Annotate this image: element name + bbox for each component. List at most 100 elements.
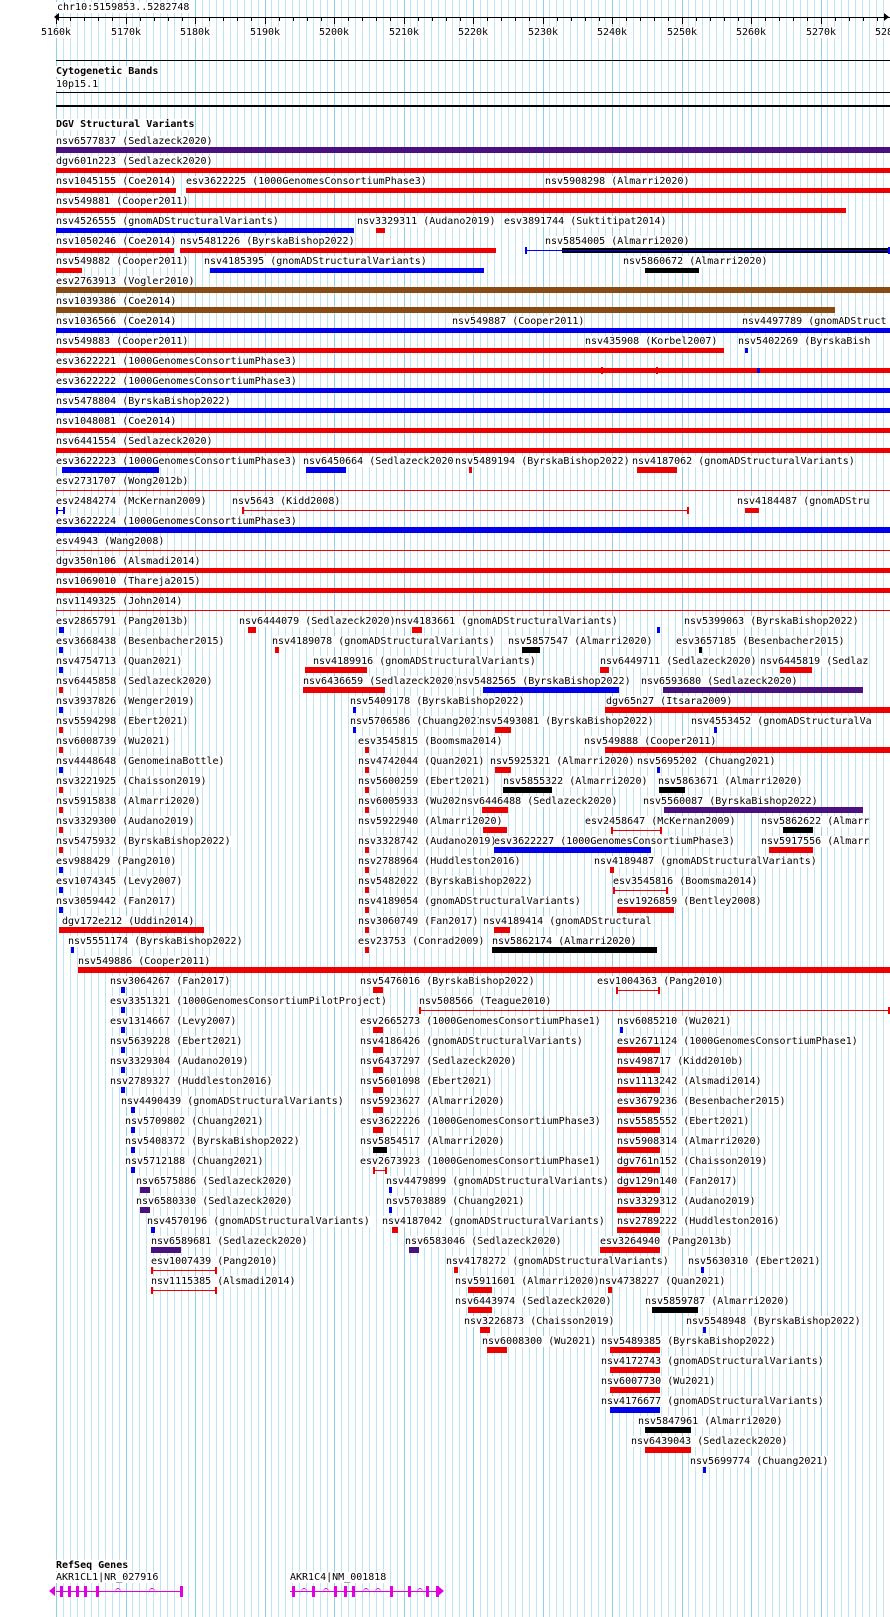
variant-bar[interactable] [71, 947, 74, 953]
variant-bar[interactable] [121, 1027, 125, 1033]
gene-exon[interactable] [68, 1586, 71, 1597]
variant-label[interactable]: nsv6449711 (Sedlazeck2020) [600, 656, 757, 667]
variant-bar[interactable] [605, 747, 890, 753]
variant-label[interactable]: nsv3221925 (Chaisson2019) [56, 776, 207, 787]
variant-label[interactable]: nsv1048081 (Coe2014) [56, 416, 177, 427]
variant-label[interactable]: nsv1045155 (Coe2014) [56, 176, 177, 187]
variant-label[interactable]: nsv2788964 (Huddleston2016) [358, 856, 521, 867]
variant-label[interactable]: nsv5560087 (ByrskaBishop2022) [643, 796, 818, 807]
variant-label[interactable]: nsv6583046 (Sedlazeck2020) [405, 1236, 562, 1247]
variant-bar[interactable] [617, 1167, 660, 1173]
variant-label[interactable]: nsv6446488 (Sedlazeck2020) [461, 796, 618, 807]
variant-label[interactable]: nsv6005933 (Wu2021) [358, 796, 473, 807]
variant-bar[interactable] [389, 1207, 392, 1213]
variant-label[interactable]: nsv435908 (Korbel2007) [585, 336, 718, 347]
gene-exon[interactable] [408, 1586, 411, 1597]
gene-exon[interactable] [76, 1586, 79, 1597]
variant-label[interactable]: nsv549887 (Cooper2011) [452, 316, 585, 327]
variant-label[interactable]: esv3622222 (1000GenomesConsortiumPhase3) [56, 376, 297, 387]
variant-label[interactable]: esv3679236 (Besenbacher2015) [617, 1096, 786, 1107]
variant-bar[interactable] [306, 467, 346, 473]
variant-label[interactable]: nsv4189414 (gnomADStructural [483, 916, 652, 927]
variant-bar[interactable] [494, 847, 651, 853]
variant-label[interactable]: nsv6444079 (Sedlazeck2020) [239, 616, 396, 627]
variant-span[interactable] [373, 1167, 387, 1174]
variant-label[interactable]: nsv5857547 (Almarri2020) [508, 636, 653, 647]
genome-ruler[interactable]: chr10:5159853..5282748 5160k 5170k 5180k 51… [0, 0, 890, 52]
variant-bar[interactable] [59, 867, 63, 873]
variant-label[interactable]: nsv5854517 (Almarri2020) [360, 1136, 505, 1147]
variant-bar[interactable] [151, 1227, 155, 1233]
variant-bar[interactable] [365, 947, 369, 953]
variant-label[interactable]: nsv6443974 (Sedlazeck2020) [455, 1296, 612, 1307]
variant-bar[interactable] [610, 1407, 660, 1413]
variant-label[interactable]: esv3545816 (Boomsma2014) [613, 876, 758, 887]
variant-label[interactable]: nsv4189078 (gnomADStructuralVariants) [272, 636, 495, 647]
variant-bar[interactable] [610, 1387, 660, 1393]
variant-bar[interactable] [469, 467, 472, 473]
variant-bar[interactable] [468, 1287, 492, 1293]
variant-bar[interactable] [365, 867, 369, 873]
variant-bar[interactable] [617, 1187, 660, 1193]
variant-bar[interactable] [365, 887, 369, 893]
variant-label[interactable]: nsv3329304 (Audano2019) [110, 1056, 249, 1067]
variant-bar[interactable] [617, 1067, 660, 1073]
gene-exon[interactable] [60, 1586, 63, 1597]
variant-label[interactable]: nsv549883 (Cooper2011) [56, 336, 189, 347]
variant-label[interactable]: esv3545815 (Boomsma2014) [358, 736, 503, 747]
variant-label[interactable]: esv3622221 (1000GenomesConsortiumPhase3) [56, 356, 297, 367]
variant-bar[interactable] [373, 1067, 383, 1073]
variant-bar[interactable] [757, 368, 760, 373]
variant-span[interactable] [151, 1287, 217, 1294]
variant-bar[interactable] [480, 1327, 490, 1333]
gene-exon[interactable] [344, 1586, 347, 1597]
variant-label[interactable]: nsv5699774 (Chuang2021) [690, 1456, 829, 1467]
variant-bar[interactable] [610, 1347, 660, 1353]
cytoband-label-10p15-1[interactable]: 10p15.1 [56, 79, 99, 90]
variant-bar[interactable] [600, 667, 609, 673]
variant-label[interactable]: nsv5923627 (Almarri2020) [360, 1096, 505, 1107]
variant-label[interactable]: nsv4172743 (gnomADStructuralVariants) [601, 1356, 824, 1367]
variant-label[interactable]: esv2865791 (Pang2013b) [56, 616, 189, 627]
variant-label[interactable]: esv3351321 (1000GenomesConsortiumPilotPr… [110, 996, 387, 1007]
variant-bar[interactable] [59, 927, 204, 933]
variant-label[interactable]: nsv5862622 (Almarr [761, 816, 870, 827]
variant-bar[interactable] [373, 987, 383, 993]
variant-label[interactable]: nsv6007730 (Wu2021) [601, 1376, 716, 1387]
gene-exon[interactable] [334, 1586, 337, 1597]
variant-bar[interactable] [714, 727, 717, 733]
variant-bar[interactable] [392, 1227, 398, 1233]
variant-label[interactable]: nsv3064267 (Fan2017) [110, 976, 231, 987]
variant-bar[interactable] [121, 1087, 125, 1093]
variant-label[interactable]: nsv1115385 (Alsmadi2014) [151, 1276, 296, 1287]
variant-label[interactable]: nsv3226873 (Chaisson2019) [464, 1316, 615, 1327]
variant-bar[interactable] [365, 787, 369, 793]
variant-bar[interactable] [56, 388, 890, 393]
variant-label[interactable]: esv3622225 (1000GenomesConsortiumPhase3) [186, 176, 427, 187]
variant-bar[interactable] [59, 667, 63, 673]
variant-bar[interactable] [495, 767, 511, 773]
variant-bar[interactable] [186, 188, 890, 193]
variant-label[interactable]: nsv4497789 (gnomADStruct [742, 316, 887, 327]
variant-span[interactable] [56, 507, 65, 514]
variant-label[interactable]: nsv2789327 (Huddleston2016) [110, 1076, 273, 1087]
variant-label[interactable]: nsv4553452 (gnomADStructuralVa [691, 716, 872, 727]
variant-label[interactable]: esv988429 (Pang2010) [56, 856, 177, 867]
variant-label[interactable]: nsv4742044 (Quan2021) [358, 756, 485, 767]
variant-bar[interactable] [659, 787, 685, 793]
variant-label[interactable]: nsv5478804 (ByrskaBishop2022) [56, 396, 231, 407]
variant-label[interactable]: nsv6450664 (Sedlazeck2020) [303, 456, 460, 467]
variant-label[interactable]: nsv6085210 (Wu2021) [617, 1016, 732, 1027]
variant-bar[interactable] [56, 527, 890, 533]
variant-bar[interactable] [780, 667, 812, 673]
variant-bar[interactable] [412, 627, 422, 633]
variant-bar[interactable] [373, 1087, 383, 1093]
variant-label[interactable]: esv1074345 (Levy2007) [56, 876, 183, 887]
variant-bar[interactable] [248, 627, 256, 633]
variant-bar[interactable] [482, 807, 508, 813]
variant-label[interactable]: esv2484274 (McKernan2009) [56, 496, 207, 507]
gene-label[interactable]: AKR1C4|NM_001818 [290, 1572, 387, 1583]
variant-span[interactable] [525, 247, 890, 254]
variant-bar[interactable] [151, 1247, 181, 1253]
variant-bar[interactable] [373, 1027, 383, 1033]
